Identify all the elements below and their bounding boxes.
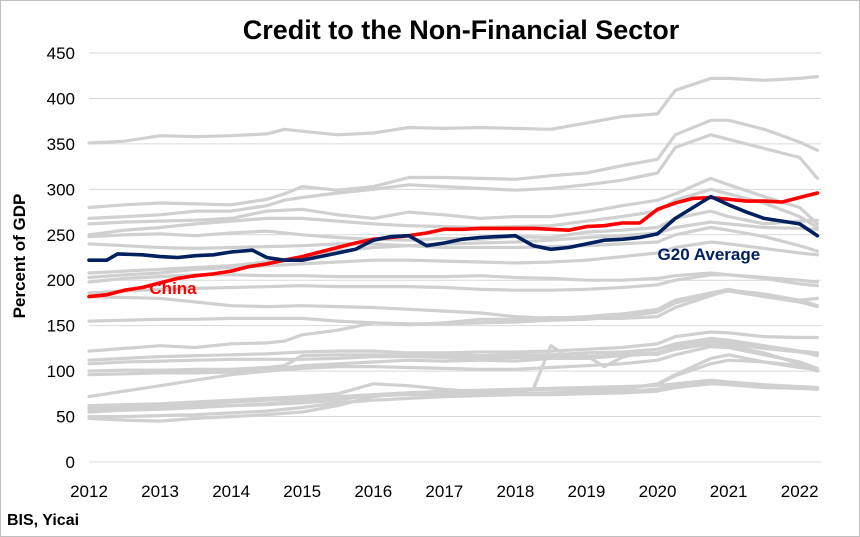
country-series-line-4: [87, 176, 819, 226]
x-tick-2019: 2019: [568, 482, 606, 501]
x-tick-2021: 2021: [710, 482, 748, 501]
china-series-label: China: [149, 279, 197, 298]
background-series-group: [87, 75, 819, 423]
x-tick-2016: 2016: [354, 482, 392, 501]
country-series-line-2: [87, 118, 819, 210]
y-tick-400: 400: [47, 89, 75, 108]
country-series-line-14: [87, 288, 819, 353]
chart-title: Credit to the Non-Financial Sector: [243, 15, 680, 45]
x-tick-2018: 2018: [496, 482, 534, 501]
y-axis-label: Percent of GDP: [10, 194, 29, 319]
y-tick-100: 100: [47, 362, 75, 381]
series-labels: China G20 Average: [149, 245, 760, 298]
g20-average-series-line: [87, 194, 820, 262]
country-series-line-11: [87, 273, 819, 295]
country-series-line-7: [87, 225, 819, 253]
g20-average-series-label: G20 Average: [658, 245, 761, 264]
china-series-line: [87, 191, 820, 299]
country-series-line-15: [87, 330, 819, 362]
country-series-line-18: [87, 342, 819, 377]
country-series-line-9: [87, 240, 819, 280]
country-series-line-1: [87, 75, 819, 145]
highlight-series-group: [87, 191, 820, 299]
country-series-line-8: [87, 220, 819, 275]
y-tick-350: 350: [47, 135, 75, 154]
country-series-line-24: [87, 378, 819, 423]
x-tick-2022: 2022: [781, 482, 819, 501]
x-tick-2012: 2012: [70, 482, 108, 501]
y-tick-labels: 0 50 100 150 200 250 300 350 400 450: [47, 44, 75, 472]
country-series-line-3: [87, 133, 819, 220]
x-tick-2020: 2020: [639, 482, 677, 501]
country-series-line-25: [87, 382, 819, 419]
y-tick-50: 50: [56, 408, 75, 427]
x-tick-labels: 2012 2013 2014 2015 2016 2017 2018 2019 2020 2021…: [70, 482, 819, 501]
y-tick-250: 250: [47, 226, 75, 245]
y-tick-300: 300: [47, 180, 75, 199]
x-tick-2014: 2014: [212, 482, 250, 501]
y-tick-450: 450: [47, 44, 75, 63]
y-tick-200: 200: [47, 271, 75, 290]
y-tick-0: 0: [66, 453, 75, 472]
x-tick-2013: 2013: [141, 482, 179, 501]
country-series-line-19: [87, 345, 819, 399]
y-tick-150: 150: [47, 317, 75, 336]
x-tick-2017: 2017: [425, 482, 463, 501]
x-tick-2015: 2015: [283, 482, 321, 501]
country-series-line-16: [87, 340, 819, 366]
source-note: BIS, Yicai: [7, 512, 79, 529]
